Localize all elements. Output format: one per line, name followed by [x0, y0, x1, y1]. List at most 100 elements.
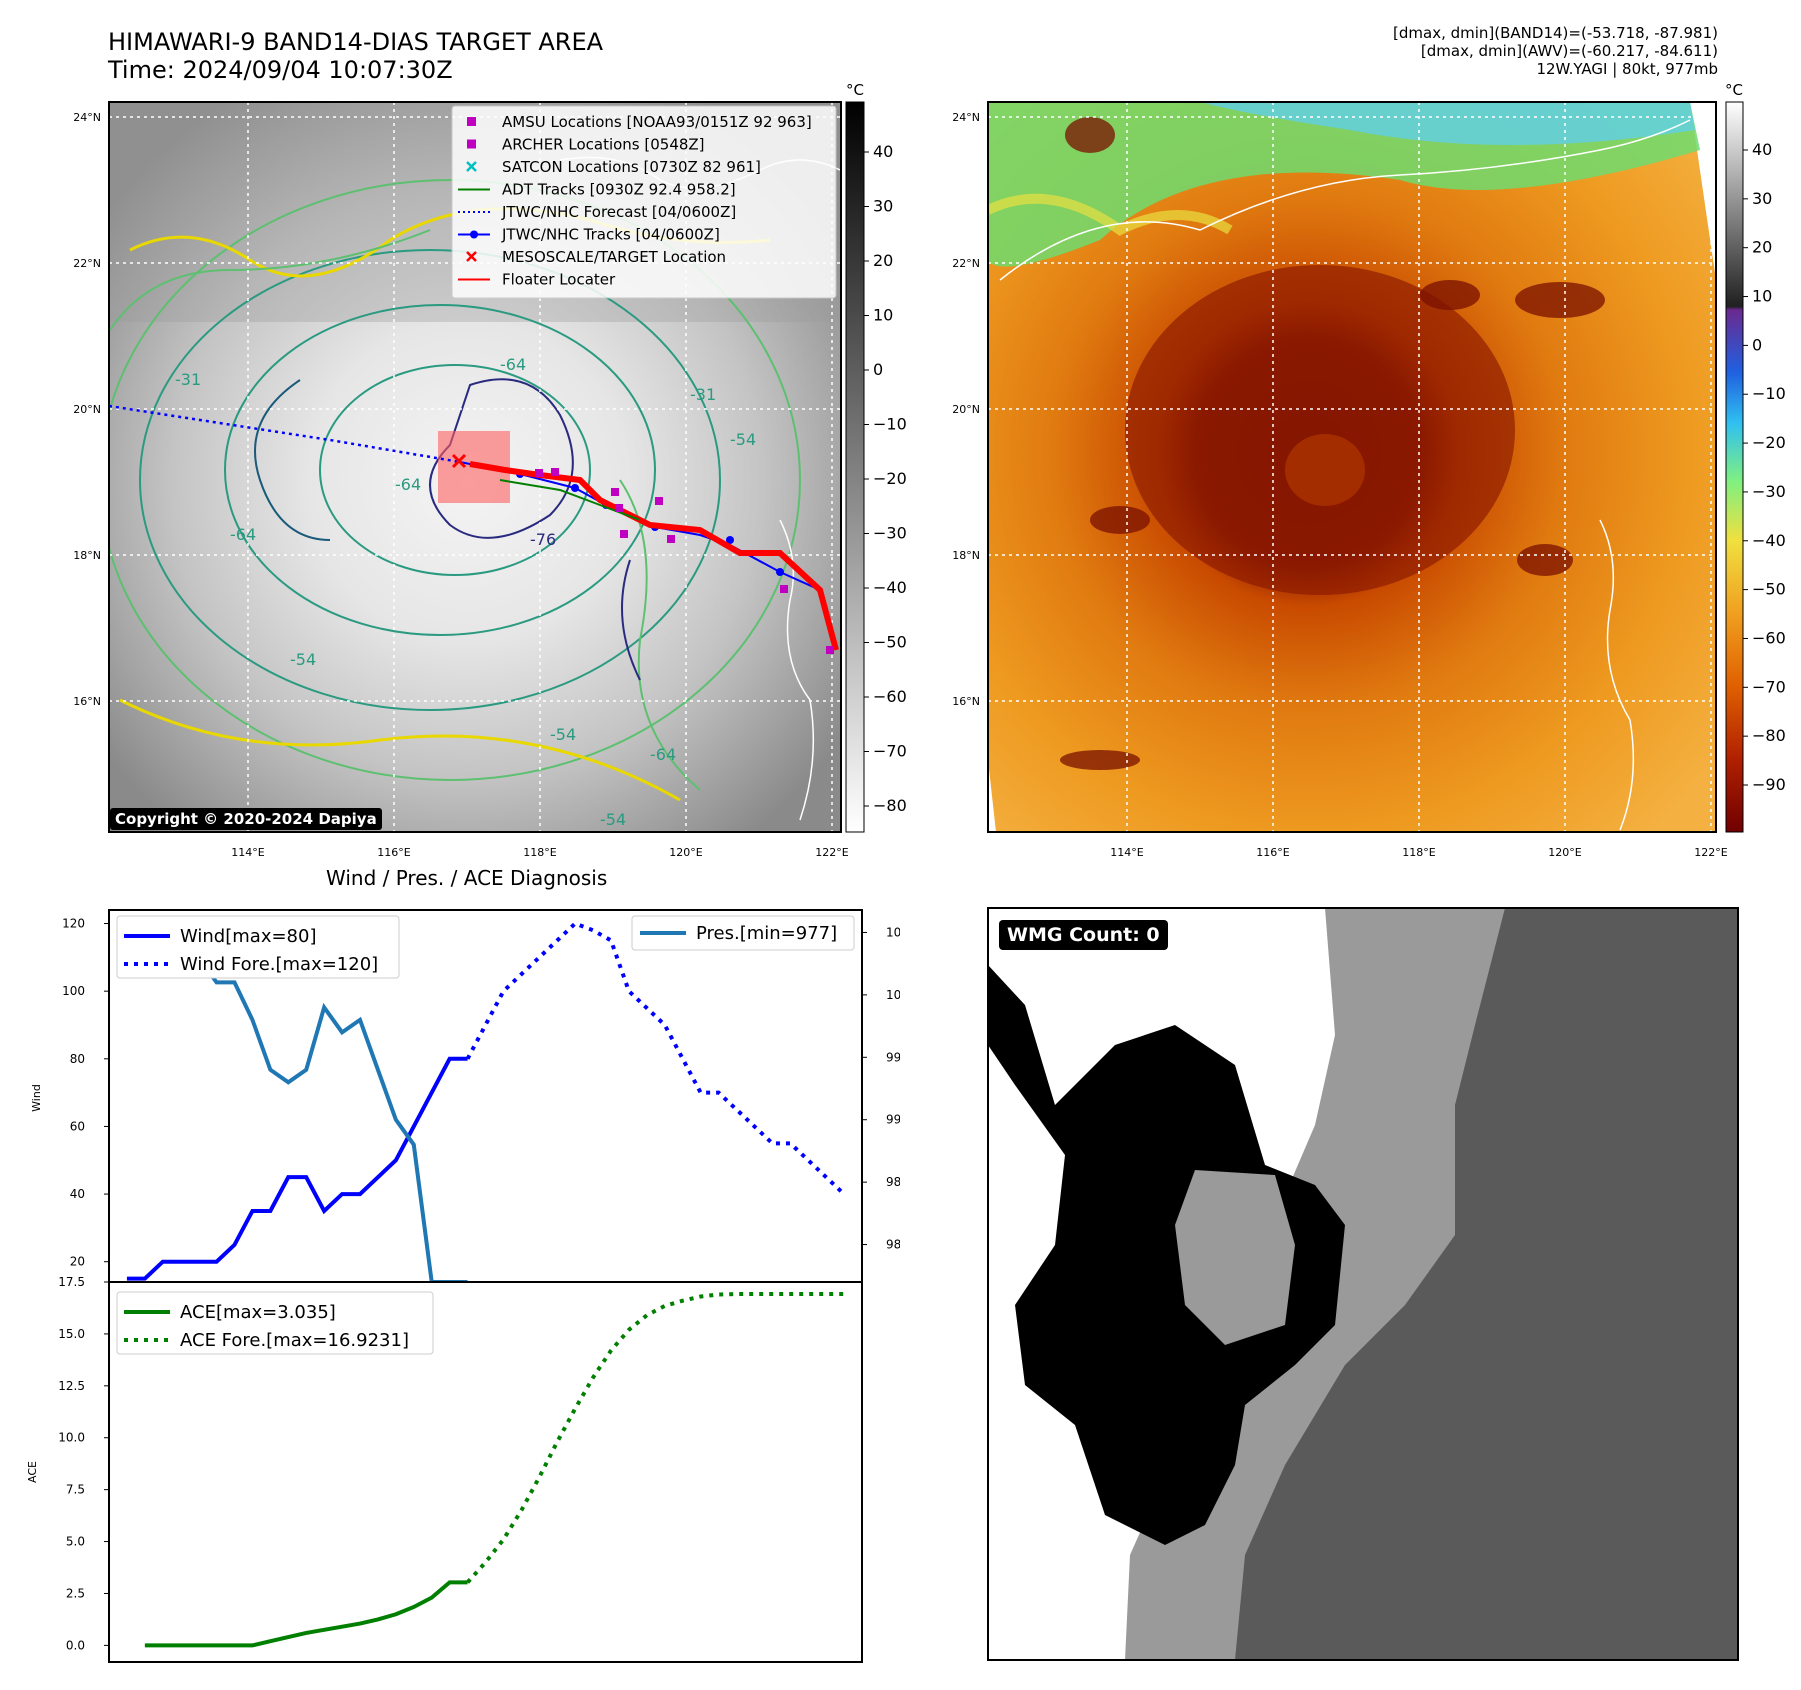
lon-label: 116°E — [1256, 846, 1289, 859]
wmg-panel — [987, 907, 1739, 1661]
colorbar-tick-label: 20 — [873, 251, 893, 270]
info-block: [dmax, dmin](BAND14)=(-53.718, -87.981) … — [1393, 24, 1718, 78]
legend-item: AMSU Locations [NOAA93/0151Z 92 963] — [467, 113, 812, 131]
colorbar-tick-label: 0 — [1752, 335, 1762, 354]
pressure-ytick-label: 1000 — [886, 988, 900, 1002]
info-band14: [dmax, dmin](BAND14)=(-53.718, -87.981) — [1393, 24, 1718, 42]
legend-label: ADT Tracks [0930Z 92.4 958.2] — [502, 181, 736, 199]
contour-label: -54 — [600, 810, 626, 829]
legend-item: MESOSCALE/TARGET Location — [466, 248, 726, 266]
lat-label: 22°N — [952, 257, 980, 270]
pressure-ytick-label: 990 — [886, 1113, 900, 1127]
colorbar-tick-label: −70 — [1752, 677, 1786, 696]
ace-ytick-label: 10.0 — [58, 1431, 85, 1445]
colorbar-tick-label: 20 — [1752, 238, 1772, 257]
lon-label: 122°E — [815, 846, 848, 859]
right-colorbar-unit: °C — [1725, 81, 1743, 99]
ace-ytick-label: 15.0 — [58, 1327, 85, 1341]
left-colorbar — [845, 101, 865, 833]
mesoscale-target-marker — [451, 453, 467, 469]
archer-markers — [535, 468, 834, 654]
colorbar-tick-label: −50 — [1752, 580, 1786, 599]
wind-ytick-label: 120 — [62, 917, 85, 931]
ace-legend-label: ACE[max=3.035] — [180, 1302, 336, 1323]
lat-label: 24°N — [73, 111, 101, 124]
colorbar-tick-label: 40 — [873, 142, 893, 161]
colorbar-tick-label: 10 — [1752, 287, 1772, 306]
info-awv: [dmax, dmin](AWV)=(-60.217, -84.611) — [1420, 42, 1718, 60]
colorbar-tick-label: −90 — [1752, 775, 1786, 794]
legend-item: Floater Locater — [458, 271, 616, 289]
left-colorbar-ticks: 40 30 20 10 0 −10 −20 −30 −40 −50 −60 −70 −80 — [864, 142, 907, 815]
right-map-frame — [987, 101, 1717, 833]
ace-series-line — [144, 1580, 468, 1648]
jtwc-track — [459, 461, 837, 651]
adt-track — [499, 479, 641, 521]
right-colorbar-ticks: 40 30 20 10 0 −10 −20 −30 −40 −50 −60 −70 −80 −90 — [1743, 140, 1786, 794]
lat-label: 20°N — [73, 403, 101, 416]
legend-label: JTWC/NHC Forecast [04/0600Z] — [501, 203, 736, 221]
lat-label: 24°N — [952, 111, 980, 124]
contour-label: -64 — [230, 525, 256, 544]
ace-legend-label: ACE Fore.[max=16.9231] — [180, 1330, 409, 1351]
wind-legend-box — [116, 915, 400, 979]
left-lat-labels: 24°N 22°N 20°N 18°N 16°N — [73, 111, 101, 708]
pressure-ytick-label: 980 — [886, 1238, 900, 1252]
ace-ytick-label: 17.5 — [58, 1275, 85, 1289]
legend-item: JTWC/NHC Forecast [04/0600Z] — [458, 203, 736, 221]
legend-label: JTWC/NHC Tracks [04/0600Z] — [501, 226, 720, 244]
diagnosis-chart: 20 40 60 80 100 120 980 985 990 995 1000 1005 Wind Pr… — [26, 909, 900, 1663]
contour-label: -64 — [650, 745, 676, 764]
contour-label: -64 — [395, 475, 421, 494]
lat-label: 22°N — [73, 257, 101, 270]
pressure-legend-box — [631, 915, 855, 951]
contour-label: -54 — [730, 430, 756, 449]
colorbar-tick-label: −80 — [1752, 726, 1786, 745]
contour-label: -76 — [530, 530, 556, 549]
lat-label: 16°N — [952, 695, 980, 708]
wmg-inner-gray — [1175, 1170, 1295, 1345]
wind-ytick-label: 80 — [70, 1052, 85, 1066]
right-lon-labels: 114°E 116°E 118°E 120°E 122°E — [1110, 846, 1727, 859]
colorbar-tick-label: −10 — [1752, 384, 1786, 403]
legend-x-icon — [466, 251, 477, 262]
colorbar-tick-label: −70 — [873, 742, 907, 761]
colorbar-tick-label: 40 — [1752, 140, 1772, 159]
legend-item: ARCHER Locations [0548Z] — [467, 136, 705, 154]
wind-ytick-label: 20 — [70, 1255, 85, 1269]
info-storm: 12W.YAGI | 80kt, 977mb — [1536, 60, 1718, 78]
lat-label: 18°N — [952, 549, 980, 562]
ace-ytick-label: 0.0 — [66, 1638, 85, 1652]
legend-square-icon — [467, 117, 476, 126]
floater-locater-track — [469, 461, 839, 651]
left-colorbar-unit: °C — [846, 81, 864, 99]
contour-label: -31 — [175, 370, 201, 389]
lat-label: 16°N — [73, 695, 101, 708]
wind-forecast-series-line — [465, 921, 846, 1196]
wmg-frame — [987, 907, 1739, 1661]
legend-x-icon — [466, 161, 477, 172]
lon-label: 122°E — [1694, 846, 1727, 859]
contour-label: -64 — [500, 355, 526, 374]
legend-label: Floater Locater — [502, 271, 616, 289]
wmg-black-region — [988, 965, 1345, 1545]
colorbar-tick-label: −20 — [1752, 433, 1786, 452]
wind-legend-label: Wind[max=80] — [180, 926, 317, 947]
colorbar-tick-label: −40 — [1752, 531, 1786, 550]
pressure-ytick-label: 995 — [886, 1050, 900, 1064]
lon-label: 120°E — [669, 846, 702, 859]
ace-ytick-label: 5.0 — [66, 1535, 85, 1549]
left-map-frame — [108, 101, 842, 833]
legend-label: AMSU Locations [NOAA93/0151Z 92 963] — [502, 113, 812, 131]
ace-axis-label: ACE — [26, 1461, 39, 1483]
wind-ytick-label: 100 — [62, 984, 85, 998]
ace-forecast-series-line — [466, 1292, 845, 1584]
map-legend: AMSU Locations [NOAA93/0151Z 92 963] ARCH… — [451, 105, 837, 299]
lat-label: 18°N — [73, 549, 101, 562]
wind-axis-label: Wind — [30, 1084, 43, 1112]
wind-ytick-label: 60 — [70, 1119, 85, 1133]
wind-ytick-label: 40 — [70, 1187, 85, 1201]
lon-label: 116°E — [377, 846, 410, 859]
wmg-count-badge: WMG Count: 0 — [999, 920, 1168, 950]
lon-label: 118°E — [1402, 846, 1435, 859]
